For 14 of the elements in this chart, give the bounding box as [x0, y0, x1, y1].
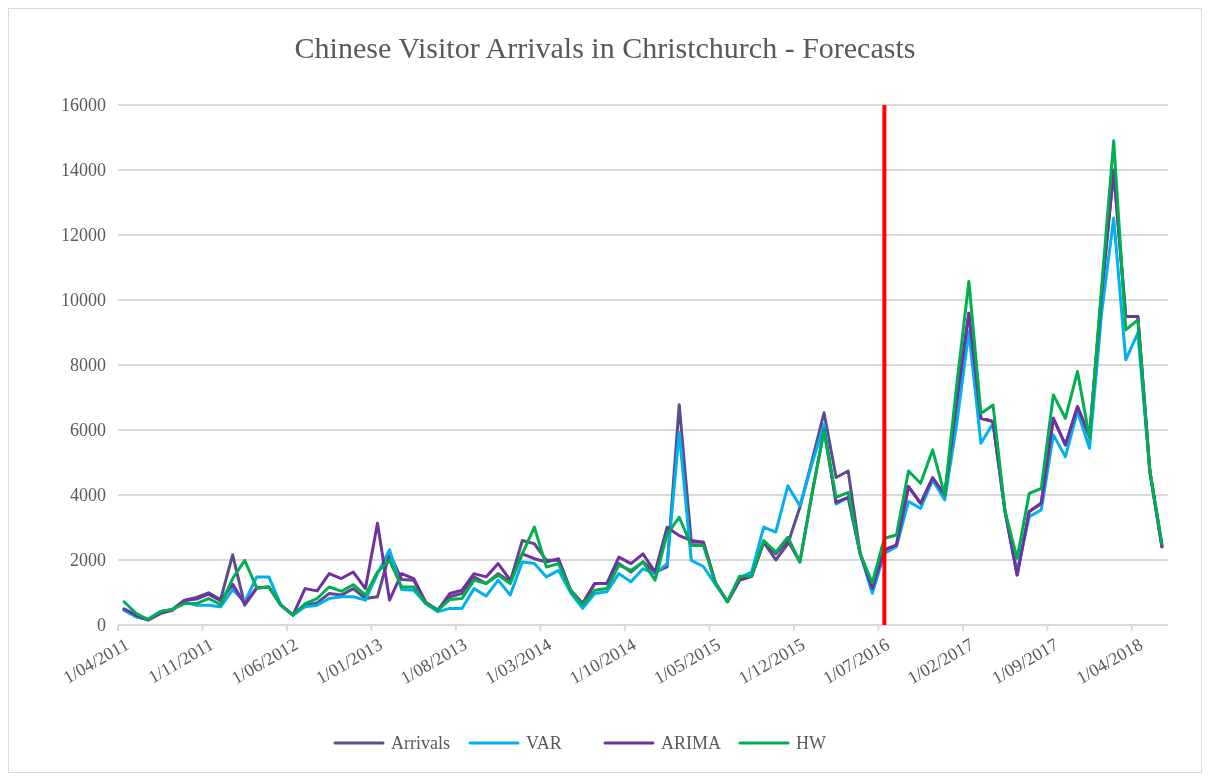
legend-label: ARIMA [661, 733, 722, 754]
y-tick-label: 2000 [70, 550, 106, 571]
y-tick-label: 14000 [61, 160, 106, 181]
legend-label: Arrivals [391, 733, 450, 754]
y-tick-label: 8000 [70, 355, 106, 376]
y-tick-label: 16000 [61, 95, 106, 116]
y-tick-label: 10000 [61, 290, 106, 311]
y-tick-label: 0 [97, 615, 106, 636]
y-tick-label: 12000 [61, 225, 106, 246]
chart-title: Chinese Visitor Arrivals in Christchurch - Forecasts [294, 31, 916, 64]
legend-label: HW [796, 733, 826, 754]
y-tick-label: 6000 [70, 420, 106, 441]
y-tick-label: 4000 [70, 485, 106, 506]
legend-label: VAR [526, 733, 562, 754]
